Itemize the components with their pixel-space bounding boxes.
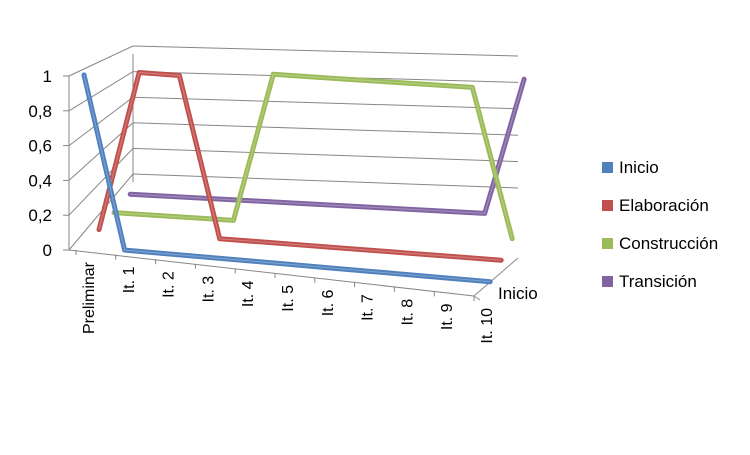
x-tick-label: It. 1 xyxy=(121,267,138,294)
depth-axis-line xyxy=(473,257,519,297)
depth-axis-label: Inicio xyxy=(498,284,538,303)
legend-label: Elaboración xyxy=(619,196,709,215)
series-line-highlight xyxy=(130,79,525,215)
x-axis-line xyxy=(68,249,475,297)
y-tick-label: 0,4 xyxy=(28,171,52,190)
x-tick-label: It. 3 xyxy=(200,276,217,303)
x-tick-label: It. 9 xyxy=(439,303,456,330)
back-gridline xyxy=(132,122,519,136)
y-tick-label: 0,8 xyxy=(28,102,52,121)
x-tick-label: It. 5 xyxy=(280,285,297,312)
side-gridline xyxy=(68,148,134,216)
y-axis-tick-labels: 0 0,2 0,4 0,6 0,8 1 xyxy=(28,67,69,260)
depth-axis: Inicio xyxy=(498,284,538,303)
series-line-highlight xyxy=(98,71,502,261)
side-gridline xyxy=(68,96,134,146)
side-gridline xyxy=(68,45,134,77)
series-line xyxy=(81,72,493,285)
legend-swatch xyxy=(602,276,613,287)
legend-swatch xyxy=(602,238,613,249)
series-line xyxy=(111,71,515,242)
y-tick-label: 0,2 xyxy=(28,206,52,225)
series-line-highlight xyxy=(83,74,491,283)
x-axis-tick-labels: Preliminar It. 1 It. 2 It. 3 It. 4 It. 5 It. 6… xyxy=(75,250,496,344)
legend-label: Inicio xyxy=(619,158,659,177)
series-line-highlight xyxy=(113,73,513,239)
y-tick-label: 0,6 xyxy=(28,137,52,156)
axes xyxy=(68,54,519,301)
back-gridline xyxy=(132,45,519,57)
series-line xyxy=(96,70,504,263)
x-tick-label: It. 10 xyxy=(479,308,496,344)
back-gridline xyxy=(132,147,519,163)
x-tick-label: It. 8 xyxy=(399,299,416,326)
x-tick-label: It. 2 xyxy=(161,271,178,298)
legend-label: Transición xyxy=(619,272,697,291)
x-tick-label: Preliminar xyxy=(81,261,98,334)
legend-label: Construcción xyxy=(619,234,718,253)
legend-swatch xyxy=(602,162,613,173)
legend: Inicio Elaboración Construcción Transición xyxy=(602,158,718,291)
x-tick-label: It. 4 xyxy=(240,280,257,307)
x-tick-label: It. 6 xyxy=(320,290,337,317)
x-tick-label: It. 7 xyxy=(360,294,377,321)
side-gridline xyxy=(68,71,134,112)
series-lines xyxy=(81,70,527,285)
series-line xyxy=(127,76,527,216)
legend-swatch xyxy=(602,200,613,211)
back-gridline xyxy=(132,173,519,189)
depth-axis-tick xyxy=(473,295,481,301)
y-tick-label: 1 xyxy=(43,67,52,86)
back-gridline xyxy=(132,96,519,110)
y-tick-label: 0 xyxy=(43,241,52,260)
